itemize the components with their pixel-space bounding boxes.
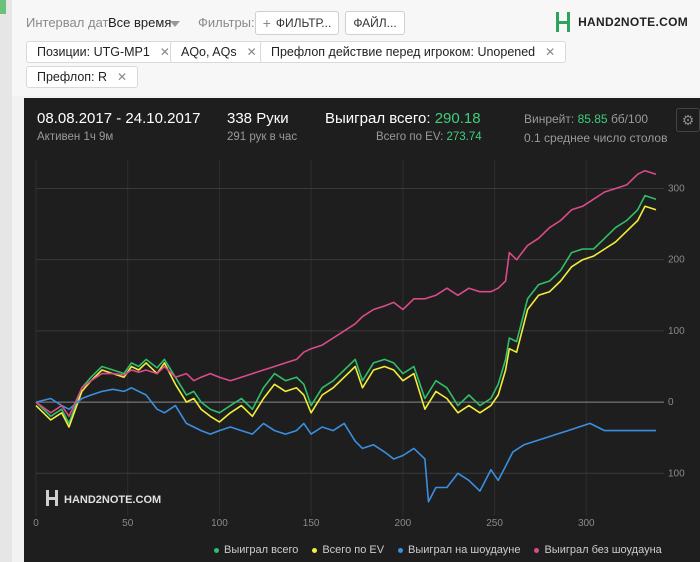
filter-chip-preflop[interactable]: Префлоп: R ✕	[26, 66, 139, 88]
date-range: 08.08.2017 - 24.10.2017	[37, 110, 201, 127]
y-tick-label: 100	[668, 326, 685, 337]
hands-per-hour: 291 рук в час	[227, 131, 298, 143]
legend-label: Выиграл без шоудауна	[544, 544, 662, 556]
legend-item[interactable]: Выиграл всего	[214, 544, 298, 556]
watermark-text: HAND2NOTE.COM	[64, 494, 161, 506]
ev-total: Всего по EV: 273.74	[376, 131, 482, 143]
series-line-1	[35, 205, 657, 428]
x-tick-label: 300	[578, 518, 595, 529]
legend-dot-icon	[398, 547, 404, 553]
chevron-down-icon[interactable]	[170, 21, 180, 27]
x-tick-label: 50	[122, 518, 134, 529]
chip-label: Префлоп действие перед игроком: Unopened	[271, 45, 536, 59]
avg-tables: 0.1 среднее число столов	[524, 131, 668, 145]
legend-label: Выиграл на шоудауне	[408, 544, 521, 556]
sidebar-accent	[0, 0, 6, 14]
won-label: Выиграл всего:	[325, 110, 431, 127]
filter-chip-positions[interactable]: Позиции: UTG-MP1 ✕	[26, 41, 181, 63]
left-sidebar	[0, 0, 12, 562]
chart-legend: Выиграл всего Всего по EV Выиграл на шоуда…	[214, 544, 662, 556]
winrate-value: 85.85	[577, 112, 608, 126]
close-icon[interactable]: ✕	[545, 45, 556, 59]
x-tick-label: 200	[395, 518, 412, 529]
x-axis-ticks: 0 50 100 150 200 250 300	[33, 518, 595, 529]
legend-label: Выиграл всего	[224, 544, 299, 556]
legend-item[interactable]: Всего по EV	[312, 544, 384, 556]
plus-icon: +	[262, 15, 271, 31]
filters-button-label: ФИЛЬТР...	[275, 16, 332, 30]
date-interval-label: Интервал дат:	[26, 15, 113, 30]
chart-grid	[35, 160, 664, 516]
y-tick-label: 100	[668, 468, 685, 479]
x-tick-label: 100	[211, 518, 228, 529]
chart-lines	[35, 169, 657, 503]
graph-panel: 08.08.2017 - 24.10.2017 Активен 1ч 9м 33…	[24, 98, 700, 562]
filter-chip-preflop-before[interactable]: Префлоп действие перед игроком: Unopened…	[260, 41, 567, 63]
x-tick-label: 0	[33, 518, 39, 529]
y-tick-label: 300	[668, 183, 685, 194]
winrate-label: Винрейт:	[524, 112, 575, 126]
y-tick-label: 0	[668, 397, 674, 408]
legend-dot-icon	[534, 547, 540, 553]
filters-button[interactable]: + ФИЛЬТР...	[255, 11, 339, 35]
files-button[interactable]: ФАЙЛ...	[345, 11, 405, 35]
series-line-2	[35, 386, 656, 503]
legend-dot-icon	[312, 547, 318, 553]
close-icon[interactable]: ✕	[117, 70, 128, 84]
legend-item[interactable]: Выиграл на шоудауне	[398, 544, 520, 556]
active-time: Активен 1ч 9м	[37, 131, 114, 143]
x-tick-label: 150	[303, 518, 320, 529]
series-line-0	[35, 194, 657, 425]
filter-chip-hands[interactable]: AQo, AQs ✕	[170, 41, 268, 63]
winrate-unit: бб/100	[610, 112, 649, 126]
profit-chart: 0 50 100 150 200 250 300 300 200 100 0 100 HAND2NO…	[33, 160, 685, 529]
filter-bar: Интервал дат: Все время Фильтры: + ФИЛЬТ…	[12, 0, 700, 96]
chip-label: Позиции: UTG-MP1	[37, 45, 150, 59]
legend-label: Всего по EV	[322, 544, 385, 556]
close-icon[interactable]: ✕	[159, 45, 170, 59]
won-total: Выиграл всего: 290.18	[325, 110, 481, 127]
series-line-3	[35, 169, 657, 418]
ev-value: 273.74	[446, 131, 482, 143]
ev-label: Всего по EV:	[376, 131, 444, 143]
legend-dot-icon	[214, 547, 219, 553]
hands-count: 338 Руки	[227, 110, 289, 127]
legend-item[interactable]: Выиграл без шоудауна	[534, 544, 662, 556]
close-icon[interactable]: ✕	[246, 45, 257, 59]
x-tick-label: 250	[486, 518, 503, 529]
chart-watermark: HAND2NOTE.COM	[46, 490, 161, 506]
chip-label: AQo, AQs	[181, 45, 237, 59]
won-value: 290.18	[434, 110, 481, 127]
date-interval-select[interactable]: Все время	[108, 15, 172, 30]
chip-label: Префлоп: R	[37, 70, 108, 84]
y-axis-ticks: 300 200 100 0 100	[668, 183, 685, 479]
hand2note-logo-icon	[556, 10, 572, 34]
brand-logo: HAND2NOTE.COM	[556, 10, 688, 34]
watermark-logo-icon	[46, 490, 58, 506]
winrate: Винрейт: 85.85 бб/100	[524, 112, 648, 126]
filters-label: Фильтры:	[198, 15, 255, 30]
logo-text: HAND2NOTE.COM	[578, 15, 688, 29]
y-tick-label: 200	[668, 255, 685, 266]
